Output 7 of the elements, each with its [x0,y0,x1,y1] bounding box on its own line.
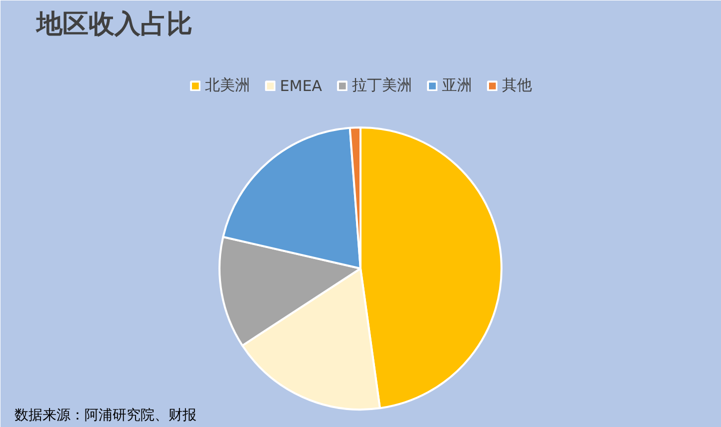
legend-label: 北美洲 [204,76,250,95]
legend-label: 拉丁美洲 [352,76,412,95]
chart-title: 地区收入占比 [36,10,192,40]
source-note: 数据来源：阿浦研究院、财报 [14,408,196,424]
legend-label: EMEA [280,76,322,94]
legend-label: 亚洲 [442,76,472,95]
legend-label: 其他 [502,76,532,95]
